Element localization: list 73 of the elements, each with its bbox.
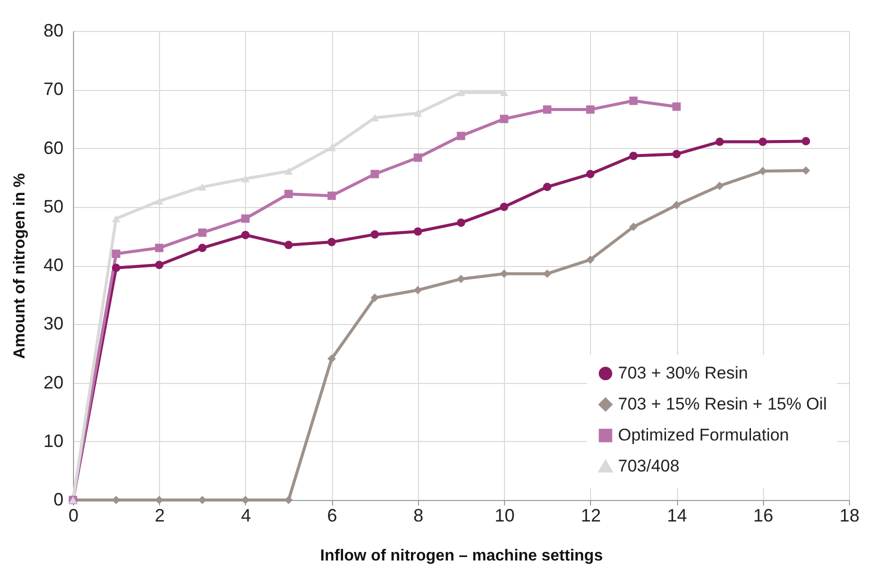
point (414, 109, 422, 117)
point (198, 228, 207, 237)
point (672, 150, 681, 158)
point (672, 102, 681, 111)
legend-label: 703/408 (618, 456, 680, 476)
y-tick-label: 0 (53, 490, 64, 510)
x-tick-label: 6 (327, 506, 338, 526)
x-tick-label: 14 (667, 506, 688, 526)
point (586, 105, 595, 114)
y-tick-label: 70 (43, 79, 64, 100)
x-tick-label: 2 (154, 506, 165, 526)
point (500, 202, 508, 212)
point (414, 227, 422, 236)
point (672, 200, 681, 210)
point (284, 190, 293, 198)
point (715, 182, 724, 190)
point (500, 114, 508, 124)
y-tick-label: 20 (43, 372, 64, 392)
point (112, 214, 120, 222)
point (241, 230, 250, 240)
point (327, 354, 336, 363)
point (543, 270, 552, 278)
point (112, 264, 120, 272)
point (327, 238, 336, 246)
x-tick-label: 4 (240, 506, 251, 526)
point (456, 132, 466, 140)
point (155, 244, 164, 252)
point (629, 222, 638, 231)
legend-label: Optimized Formulation (618, 426, 790, 444)
point (414, 286, 422, 294)
x-tick-label: 16 (753, 506, 774, 526)
y-tick-label: 30 (43, 314, 64, 334)
point (284, 167, 293, 175)
legend-label: 703 + 30% Resin (618, 364, 748, 382)
point (370, 170, 379, 178)
x-tick-label: 0 (68, 506, 79, 526)
point (629, 152, 638, 160)
x-tick-label: 10 (494, 506, 515, 526)
y-tick-label: 40 (43, 255, 64, 275)
y-axis-title: Amount of nitrogen in % (11, 173, 28, 359)
y-tick-label: 60 (43, 138, 64, 158)
point (327, 192, 336, 200)
point (155, 260, 164, 270)
y-tick-label: 50 (43, 196, 64, 216)
point (543, 182, 552, 192)
point (370, 294, 379, 302)
point (198, 183, 207, 191)
point (802, 137, 810, 146)
point (198, 244, 207, 252)
x-tick-label: 8 (413, 506, 424, 526)
point (715, 138, 724, 146)
y-tick-label: 10 (43, 430, 64, 451)
legend-label: 703 + 15% Resin + 15% Oil (618, 394, 827, 414)
point (758, 138, 767, 146)
point (241, 214, 250, 223)
point (629, 96, 638, 105)
point (155, 197, 164, 205)
x-tick-label: 12 (580, 506, 601, 526)
x-axis-title: Inflow of nitrogen – machine settings (320, 548, 603, 564)
point (456, 218, 466, 227)
point (414, 153, 422, 162)
point (543, 105, 552, 114)
point (284, 240, 293, 250)
point (241, 175, 250, 182)
x-tick-label: 18 (839, 506, 860, 526)
point (112, 250, 120, 258)
point (586, 255, 595, 264)
point (500, 88, 508, 96)
point (370, 230, 379, 239)
point (327, 144, 336, 152)
point (586, 170, 595, 178)
point (456, 88, 466, 96)
y-tick-label: 80 (43, 20, 64, 40)
